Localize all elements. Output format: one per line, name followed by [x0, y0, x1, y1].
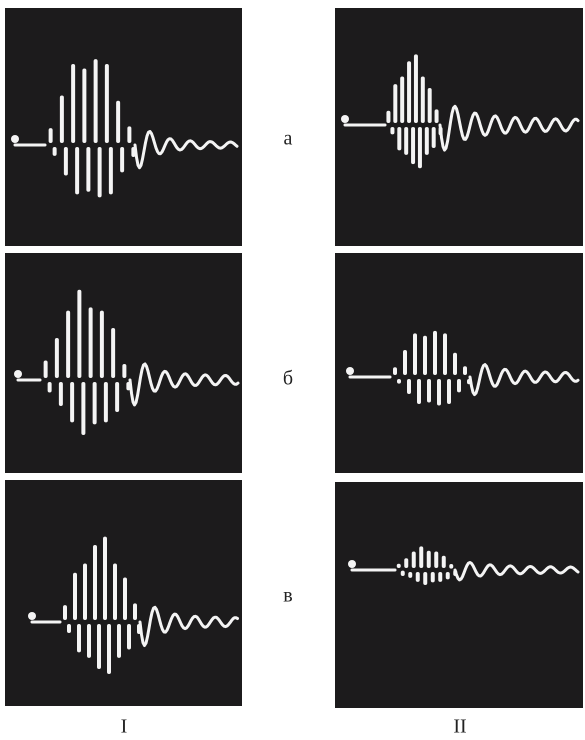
row-label: а: [284, 128, 293, 150]
oscillogram-photo: [5, 8, 242, 246]
trace-dot: [346, 367, 354, 375]
oscillogram-photo: [5, 253, 242, 473]
row-label: в: [283, 585, 292, 607]
column-label: I: [121, 716, 128, 738]
trace-dot: [341, 115, 349, 123]
oscillogram-photo: [335, 253, 583, 473]
oscillogram-photo: [335, 482, 583, 708]
trace-dot: [28, 612, 36, 620]
row-label: б: [283, 368, 293, 390]
column-label: II: [453, 716, 466, 738]
trace-dot: [14, 370, 22, 378]
trace-dot: [11, 135, 19, 143]
figure: а б в I II: [0, 0, 585, 740]
panels: [5, 8, 583, 708]
trace-dot: [348, 560, 356, 568]
